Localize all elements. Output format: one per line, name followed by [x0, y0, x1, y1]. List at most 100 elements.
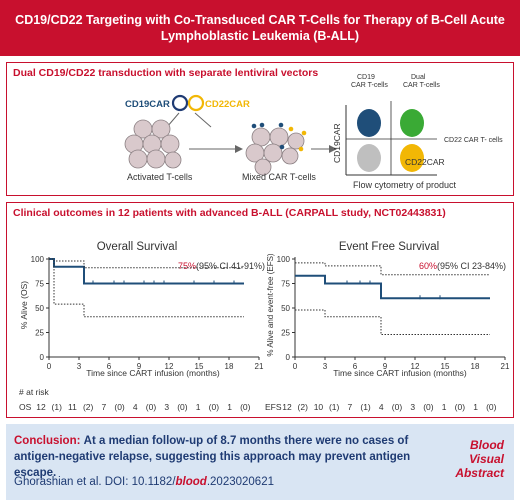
efs-x-label: Time since CART infusion (months): [333, 368, 467, 378]
os-risk-value: 3: [164, 402, 169, 412]
os-annotation-pct: 75%: [178, 261, 196, 271]
cd19car-label: CD19CAR: [125, 99, 170, 110]
flow-caption: Flow cytometry of product: [353, 180, 457, 190]
panel2-title: Clinical outcomes in 12 patients with ad…: [13, 207, 446, 219]
efs-y-tick-label: 50: [281, 304, 290, 313]
os-y-tick-label: 100: [31, 255, 45, 264]
efs-risk-value: 3: [410, 402, 415, 412]
efs-ci-line: [295, 309, 490, 335]
os-risk-value: 7: [101, 402, 106, 412]
efs-risk-value: 1: [473, 402, 478, 412]
os-y-tick-label: 75: [35, 280, 44, 289]
flow-cytometry-plot: [345, 101, 437, 176]
efs-risk-value: 1: [442, 402, 447, 412]
os-x-tick-label: 9: [137, 362, 142, 371]
survival-charts: Overall Survival Event Free Survival 75%…: [19, 241, 510, 412]
risk-header: # at risk: [19, 387, 50, 397]
os-y-tick-label: 0: [40, 353, 45, 362]
os-x-tick-label: 6: [107, 362, 112, 371]
mixed-cells-icon: [245, 122, 307, 176]
cd22car-vector-icon: [187, 94, 205, 112]
flow-x-axis-label: CD22CAR: [405, 157, 445, 167]
conclusion-label: Conclusion:: [14, 435, 81, 447]
efs-risk-value: 4: [379, 402, 384, 412]
os-risk-value: (0): [209, 402, 220, 412]
os-risk-value: 12: [36, 402, 46, 412]
citation-prefix: Ghorashian et al. DOI: 10.1182/: [14, 476, 176, 488]
os-ci-line: [49, 258, 244, 318]
os-risk-value: (0): [177, 402, 188, 412]
conclusion-text: Conclusion: At a median follow-up of 8.7…: [14, 433, 414, 481]
os-x-tick-label: 3: [77, 362, 82, 371]
conclusion-body: At a median follow-up of 8.7 months ther…: [14, 435, 411, 479]
efs-risk-value: 10: [314, 402, 324, 412]
os-risk-value: (1): [52, 402, 63, 412]
os-x-tick-label: 15: [195, 362, 204, 371]
efs-x-tick-label: 0: [293, 362, 298, 371]
mixed-label: Mixed CAR T-cells: [242, 172, 316, 182]
cd22car-label: CD22CAR: [205, 99, 250, 110]
efs-risk-value: (0): [423, 402, 434, 412]
q-cd19-label: CD19 CAR T-cells: [351, 74, 388, 89]
efs-risk-value: 7: [347, 402, 352, 412]
os-risk-value: (0): [240, 402, 251, 412]
os-x-tick-label: 21: [255, 362, 264, 371]
efs-x-tick-label: 15: [441, 362, 450, 371]
os-y-label: % Alive (OS): [19, 281, 29, 329]
blood-visual-abstract-logo: Blood Visual Abstract: [455, 438, 504, 480]
vector-arrow-2: [194, 112, 212, 128]
efs-annotation-pct: 60%: [419, 261, 437, 271]
activated-cells-icon: [124, 119, 182, 169]
os-annotation-ci: (95% CI 41-91%): [196, 261, 265, 271]
activated-label: Activated T-cells: [127, 172, 193, 182]
title-banner: CD19/CD22 Targeting with Co-Transduced C…: [0, 0, 520, 56]
os-x-tick-label: 0: [47, 362, 52, 371]
flow-y-axis-label: CD19CAR: [332, 123, 342, 163]
transduction-diagram: CD19CAR CD22CAR Activated T-cells: [124, 74, 503, 190]
os-risk-label: OS: [19, 402, 32, 412]
efs-estimate-line: [295, 274, 490, 300]
efs-risk-value: (1): [360, 402, 371, 412]
efs-y-tick-label: 100: [277, 255, 291, 264]
efs-annotation-ci: (95% CI 23-84%): [437, 261, 506, 271]
os-risk-value: 11: [68, 402, 77, 412]
efs-x-tick-label: 12: [411, 362, 420, 371]
efs-x-tick-label: 18: [471, 362, 480, 371]
efs-risk-value: (0): [392, 402, 403, 412]
panel1-title: Dual CD19/CD22 transduction with separat…: [13, 67, 319, 79]
os-risk-value: 1: [227, 402, 232, 412]
efs-risk-value: (0): [486, 402, 497, 412]
conclusion-box: Conclusion: At a median follow-up of 8.7…: [6, 424, 514, 500]
efs-y-tick-label: 0: [286, 353, 291, 362]
page-title: CD19/CD22 Targeting with Co-Transduced C…: [15, 13, 505, 43]
efs-y-tick-label: 25: [281, 329, 290, 338]
efs-x-tick-label: 6: [353, 362, 358, 371]
efs-y-label: % Alive and event-free (EFS): [266, 253, 275, 356]
efs-x-tick-label: 9: [383, 362, 388, 371]
efs-risk-label: EFS: [265, 402, 282, 412]
efs-risk-value: (0): [455, 402, 466, 412]
efs-chart-title: Event Free Survival: [339, 241, 439, 253]
os-x-label: Time since CART infusion (months): [86, 368, 220, 378]
efs-ci-line: [295, 262, 490, 276]
q-cd22-label: CD22 CAR T- cells: [444, 137, 503, 144]
efs-y-tick-label: 75: [281, 280, 290, 289]
os-x-tick-label: 12: [165, 362, 174, 371]
os-chart-title: Overall Survival: [97, 241, 178, 253]
outcomes-panel: Clinical outcomes in 12 patients with ad…: [6, 202, 514, 418]
efs-x-tick-label: 3: [323, 362, 328, 371]
os-y-tick-label: 50: [35, 304, 44, 313]
os-risk-value: (0): [114, 402, 125, 412]
cd19car-vector-icon: [171, 94, 189, 112]
q-dual-label: Dual CAR T-cells: [403, 74, 440, 89]
os-risk-value: 1: [196, 402, 201, 412]
os-risk-value: 4: [133, 402, 138, 412]
os-risk-value: (2): [83, 402, 94, 412]
citation: Ghorashian et al. DOI: 10.1182/blood.202…: [14, 476, 274, 488]
efs-risk-value: (1): [329, 402, 340, 412]
citation-suffix: .2023020621: [206, 476, 274, 488]
os-y-tick-label: 25: [35, 329, 44, 338]
os-x-tick-label: 18: [225, 362, 234, 371]
efs-x-tick-label: 21: [501, 362, 510, 371]
citation-blood: blood: [175, 476, 207, 488]
